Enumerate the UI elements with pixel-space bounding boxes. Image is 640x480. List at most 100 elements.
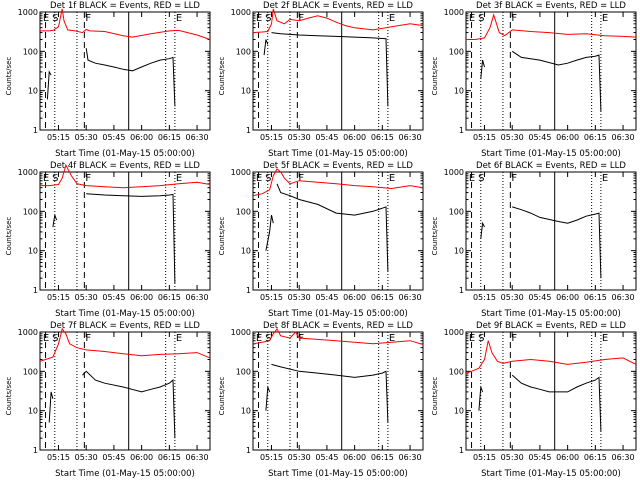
interval-marker-label: E — [176, 333, 182, 344]
plot-frame — [465, 331, 637, 451]
x-tick-label: 06:15 — [371, 453, 394, 462]
y-tick-label: 1 — [33, 446, 38, 455]
lld-series-line — [40, 163, 211, 189]
x-tick-label: 06:30 — [186, 293, 209, 302]
x-tick-label: 05:15 — [260, 453, 283, 462]
x-tick-label: 06:30 — [186, 133, 209, 142]
events-series-line — [265, 386, 271, 411]
events-series-line — [48, 391, 54, 423]
chart-panel: Det 2f BLACK = Events, RED = LLD Start Ti… — [213, 0, 426, 160]
y-tick-label: 100 — [449, 207, 464, 216]
y-tick-label: 100 — [449, 47, 464, 56]
y-tick-label: 10 — [28, 407, 38, 416]
y-tick-label: 1000 — [231, 168, 251, 177]
interval-marker-label: F — [85, 13, 91, 24]
y-tick-label: 100 — [449, 367, 464, 376]
x-tick-label: 05:15 — [260, 293, 283, 302]
chart-svg: 1 10 100 1000 05:15 05:30 05:45 06:00 06:15 06:30… — [444, 328, 637, 462]
chart-panel: Det 8f BLACK = Events, RED = LLD Start Ti… — [213, 320, 426, 480]
interval-marker-label: S — [265, 333, 271, 344]
x-tick-label: 06:30 — [612, 133, 635, 142]
x-tick-label: 05:45 — [315, 453, 338, 462]
interval-marker-label: E — [602, 13, 608, 24]
x-axis-label: Start Time (01-May-15 05:00:00) — [55, 469, 195, 479]
plot-frame — [39, 11, 211, 131]
y-tick-label: 100 — [236, 367, 251, 376]
x-tick-label: 05:30 — [501, 293, 524, 302]
events-series-line — [512, 206, 602, 279]
events-series-line — [85, 48, 176, 107]
events-series-line — [511, 50, 602, 112]
x-tick-label: 05:45 — [102, 453, 125, 462]
y-tick-label: 1000 — [444, 328, 464, 337]
y-tick-label: 100 — [236, 47, 251, 56]
x-tick-label: 05:30 — [288, 133, 311, 142]
lld-series-line — [252, 168, 424, 197]
interval-marker-label: E — [43, 173, 49, 184]
x-tick-label: 06:00 — [343, 293, 366, 302]
x-tick-label: 06:15 — [158, 293, 181, 302]
x-tick-label: 05:45 — [528, 293, 551, 302]
chart-panel: Det 9f BLACK = Events, RED = LLD Start Ti… — [426, 320, 639, 480]
interval-marker-label: E — [389, 333, 395, 344]
x-axis-label: Start Time (01-May-15 05:00:00) — [481, 309, 621, 319]
y-tick-label: 1 — [459, 446, 464, 455]
x-tick-label: 05:15 — [47, 293, 70, 302]
events-series-line — [271, 32, 389, 107]
chart-svg: 1 10 100 1000 05:15 05:30 05:45 06:00 06:15 06:30… — [18, 327, 211, 462]
x-tick-label: 06:30 — [399, 293, 422, 302]
interval-marker-label: E — [389, 173, 395, 184]
x-tick-label: 05:30 — [75, 453, 98, 462]
chart-svg: 1 10 100 1000 05:15 05:30 05:45 06:00 06:15 06:30… — [18, 8, 211, 142]
y-tick-label: 10 — [28, 87, 38, 96]
interval-marker-label: E — [43, 13, 49, 24]
events-series-line — [511, 374, 602, 432]
chart-title: Det 9f BLACK = Events, RED = LLD — [476, 321, 626, 331]
interval-marker-label: E — [469, 13, 475, 24]
x-tick-label: 05:15 — [47, 133, 70, 142]
y-tick-label: 1 — [246, 126, 251, 135]
chart-title: Det 1f BLACK = Events, RED = LLD — [50, 1, 200, 11]
plot-frame — [465, 171, 637, 291]
interval-marker-label: S — [478, 173, 484, 184]
lld-series-line — [252, 327, 424, 345]
x-tick-label: 06:15 — [158, 453, 181, 462]
x-tick-label: 06:00 — [556, 453, 579, 462]
interval-marker-label: E — [256, 173, 262, 184]
x-tick-label: 05:30 — [501, 133, 524, 142]
events-series-line — [271, 363, 389, 423]
y-tick-label: 100 — [23, 367, 38, 376]
y-tick-label: 1 — [459, 126, 464, 135]
plot-frame — [465, 11, 637, 131]
x-tick-label: 06:00 — [130, 293, 153, 302]
y-tick-label: 1000 — [444, 8, 464, 17]
y-tick-label: 1000 — [18, 328, 38, 337]
plot-frame — [252, 11, 424, 131]
x-tick-label: 05:45 — [528, 453, 551, 462]
x-axis-label: Start Time (01-May-15 05:00:00) — [481, 149, 621, 159]
x-tick-label: 06:00 — [130, 133, 153, 142]
interval-marker-label: E — [469, 333, 475, 344]
y-tick-label: 100 — [23, 47, 38, 56]
x-tick-label: 06:15 — [371, 133, 394, 142]
y-tick-label: 1000 — [231, 8, 251, 17]
chart-title: Det 5f BLACK = Events, RED = LLD — [263, 161, 413, 171]
interval-marker-label: E — [256, 333, 262, 344]
y-tick-label: 1000 — [18, 8, 38, 17]
y-tick-label: 10 — [454, 407, 464, 416]
x-tick-label: 05:45 — [315, 133, 338, 142]
interval-marker-label: E — [176, 13, 182, 24]
x-tick-label: 06:15 — [371, 293, 394, 302]
x-axis-label: Start Time (01-May-15 05:00:00) — [481, 469, 621, 479]
x-axis-label: Start Time (01-May-15 05:00:00) — [268, 469, 408, 479]
x-tick-label: 06:00 — [556, 133, 579, 142]
x-tick-label: 05:30 — [288, 293, 311, 302]
interval-marker-label: E — [256, 13, 262, 24]
interval-marker-label: S — [265, 13, 271, 24]
interval-marker-label: S — [265, 173, 271, 184]
interval-marker-label: E — [469, 173, 475, 184]
interval-marker-label: E — [176, 173, 182, 184]
chart-svg: 1 10 100 1000 05:15 05:30 05:45 06:00 06:15 06:30… — [18, 163, 211, 302]
x-tick-label: 06:30 — [612, 293, 635, 302]
